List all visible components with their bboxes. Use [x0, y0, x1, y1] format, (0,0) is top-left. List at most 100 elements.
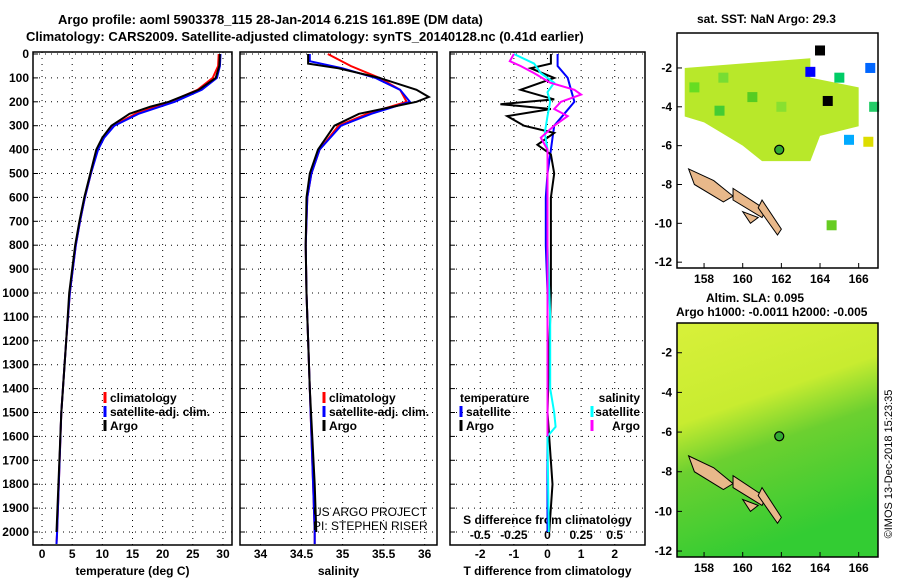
x2-tick-label: 0 [544, 528, 551, 542]
sst-cell [718, 72, 729, 83]
legend-label: salinity [599, 391, 641, 405]
lon-tick-label: 162 [771, 561, 791, 575]
title-line-1: Argo profile: aoml 5903378_115 28-Jan-20… [58, 12, 483, 27]
sst-cell [865, 62, 876, 73]
lon-tick-label: 166 [849, 561, 869, 575]
series-line-salinity-argo [508, 53, 584, 437]
sst-cell [869, 101, 880, 112]
y-tick-label: 1300 [2, 358, 29, 372]
lon-tick-label: 158 [694, 561, 714, 575]
legend-label: satellite-adj. clim. [110, 405, 210, 419]
y-tick-label: 900 [9, 262, 29, 276]
lat-tick-label: -4 [661, 100, 672, 114]
legend-label: climatology [110, 391, 177, 405]
x2-tick-label: -0.25 [500, 528, 528, 542]
legend-label: Argo [110, 419, 138, 433]
lon-tick-label: 162 [771, 272, 791, 286]
y-tick-label: 200 [9, 95, 29, 109]
y-tick-label: 2000 [2, 525, 29, 539]
credit-line-1: US ARGO PROJECT [313, 505, 428, 519]
timestamp: ©IMOS 13-Dec-2018 15:23:35 [883, 389, 895, 539]
x-tick-label: -1 [509, 547, 520, 561]
x-tick-label: 1 [578, 547, 585, 561]
x-tick-label: 15 [126, 547, 140, 561]
map-frame [676, 32, 879, 269]
map-sla [676, 322, 879, 558]
legend-label: Argo [612, 419, 640, 433]
sst-cell [747, 92, 758, 103]
y-tick-label: 100 [9, 71, 29, 85]
lat-tick-label: -12 [655, 255, 673, 269]
sst-map-title: sat. SST: NaN Argo: 29.3 [697, 12, 836, 26]
sla-map-title-1: Altim. SLA: 0.095 [706, 291, 805, 305]
legend-label: climatology [329, 391, 396, 405]
x-tick-label: 20 [156, 547, 170, 561]
y-tick-label: 500 [9, 167, 29, 181]
x-tick-label: 25 [186, 547, 200, 561]
title-line-2: Climatology: CARS2009. Satellite-adjuste… [26, 29, 584, 44]
y-tick-label: 1500 [2, 406, 29, 420]
y-tick-label: 1700 [2, 453, 29, 467]
sla-map-title-2: Argo h1000: -0.0011 h2000: -0.005 [676, 305, 868, 319]
lat-tick-label: -2 [661, 61, 672, 75]
sst-cell [822, 95, 833, 106]
panel-frame-salinity [239, 51, 438, 546]
x-axis-label: temperature (deg C) [75, 564, 189, 578]
x-tick-label: 2 [611, 547, 618, 561]
lon-tick-label: 164 [810, 272, 830, 286]
lat-tick-label: -10 [655, 504, 673, 518]
sst-cell [826, 220, 837, 231]
legend-label: satellite-adj. clim. [329, 405, 429, 419]
y-tick-label: 1600 [2, 429, 29, 443]
lat-tick-label: -2 [661, 346, 672, 360]
y-tick-label: 1100 [3, 310, 29, 324]
y-tick-label: 1200 [2, 334, 29, 348]
y-tick-label: 1900 [2, 501, 29, 515]
x-tick-label: 5 [69, 547, 76, 561]
lon-tick-label: 158 [694, 272, 714, 286]
x2-tick-label: 0.5 [606, 528, 623, 542]
sst-cell [815, 45, 826, 56]
y-tick-label: 400 [9, 143, 29, 157]
x2-tick-label: 0.25 [569, 528, 593, 542]
y-tick-label: 0 [22, 47, 29, 61]
legend-label: Argo [329, 419, 357, 433]
x-tick-label: 0 [39, 547, 46, 561]
island [732, 187, 767, 219]
island [732, 474, 767, 507]
y-tick-label: 700 [9, 214, 29, 228]
sst-cell [689, 82, 700, 93]
island [741, 210, 760, 225]
lon-tick-label: 164 [810, 561, 830, 575]
argo-location-marker [774, 431, 785, 442]
y-tick-label: 800 [9, 238, 29, 252]
series-line-argo [304, 54, 432, 533]
y-tick-label: 1000 [2, 286, 29, 300]
x-tick-label: 35 [336, 547, 350, 561]
y-tick-label: 1800 [2, 477, 29, 491]
x-tick-label: 35.5 [372, 547, 396, 561]
island [687, 167, 734, 203]
sst-cell [863, 136, 874, 147]
credit-line-2: PI: STEPHEN RISER [313, 519, 428, 533]
island [741, 498, 760, 513]
x-axis-label: salinity [318, 564, 360, 578]
series-line-argo [55, 53, 221, 533]
legend-label: Argo [466, 419, 494, 433]
sst-cell [834, 72, 845, 83]
lat-tick-label: -8 [661, 177, 672, 191]
x2-tick-label: -0.5 [470, 528, 491, 542]
lat-tick-label: -12 [655, 544, 673, 558]
y-tick-label: 1400 [2, 382, 29, 396]
x-tick-label: -2 [475, 547, 486, 561]
lat-tick-label: -6 [661, 425, 672, 439]
lat-tick-label: -6 [661, 139, 672, 153]
lon-tick-label: 160 [733, 272, 753, 286]
legend-label: temperature [460, 391, 530, 405]
lat-tick-label: -8 [661, 465, 672, 479]
y-tick-label: 600 [9, 190, 29, 204]
x-tick-label: 0 [544, 547, 551, 561]
y-tick-label: 300 [9, 119, 29, 133]
lat-tick-label: -10 [655, 216, 673, 230]
